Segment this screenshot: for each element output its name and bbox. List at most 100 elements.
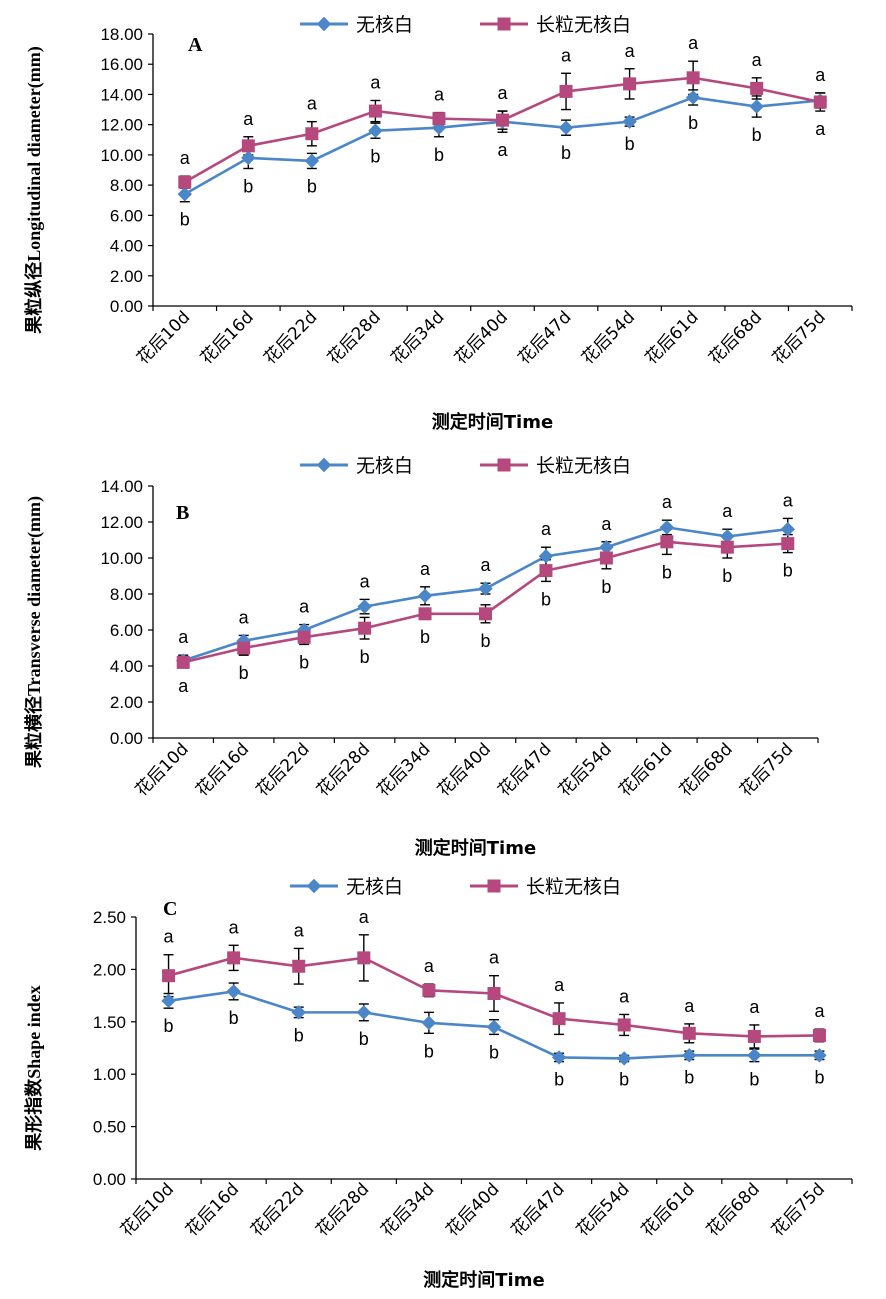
y-tick-label: 0.50 bbox=[93, 1118, 126, 1137]
significance-letter: a bbox=[688, 33, 699, 53]
significance-letter: b bbox=[601, 577, 611, 597]
significance-letter: b bbox=[814, 1068, 824, 1088]
significance-letter: a bbox=[783, 490, 794, 510]
significance-letter: a bbox=[239, 607, 250, 627]
data-point bbox=[538, 548, 554, 564]
legend-entry: 长粒无核白 bbox=[526, 876, 621, 898]
significance-letter: b bbox=[662, 562, 672, 582]
y-tick-label: 10.00 bbox=[100, 146, 143, 165]
y-tick-label: 10.00 bbox=[100, 549, 143, 568]
significance-letter: b bbox=[541, 589, 551, 609]
x-tick-label: 花后40d bbox=[434, 739, 495, 800]
data-point bbox=[176, 655, 190, 669]
legend-marker bbox=[316, 457, 332, 473]
legend-marker bbox=[497, 458, 511, 472]
data-point bbox=[432, 112, 446, 126]
data-point bbox=[178, 175, 192, 189]
y-tick-label: 8.00 bbox=[110, 176, 143, 195]
data-point bbox=[780, 521, 795, 537]
significance-letter: b bbox=[360, 647, 370, 667]
data-point bbox=[623, 77, 637, 91]
significance-letter: b bbox=[554, 1070, 564, 1090]
x-tick-label: 花后16d bbox=[197, 307, 258, 368]
significance-letter: b bbox=[688, 113, 698, 133]
data-point bbox=[496, 113, 509, 127]
significance-letter: b bbox=[370, 146, 380, 166]
panel-label: B bbox=[176, 502, 189, 524]
y-tick-label: 14.00 bbox=[100, 477, 143, 496]
data-point bbox=[177, 186, 192, 202]
significance-letter: b bbox=[424, 1041, 434, 1061]
data-point bbox=[552, 1012, 566, 1026]
data-point bbox=[291, 1005, 306, 1020]
y-tick-label: 1.00 bbox=[93, 1065, 126, 1084]
y-axis-title: 果粒横径Transverse diameter(mm) bbox=[23, 496, 45, 769]
data-point bbox=[304, 153, 320, 169]
data-point bbox=[297, 630, 311, 644]
panel-label: C bbox=[163, 898, 177, 920]
data-point bbox=[368, 104, 382, 118]
x-tick-label: 花后68d bbox=[676, 739, 737, 800]
y-tick-label: 16.00 bbox=[100, 55, 143, 74]
data-point bbox=[599, 551, 613, 565]
y-tick-label: 18.00 bbox=[100, 25, 143, 44]
significance-letter: a bbox=[294, 920, 305, 940]
data-point bbox=[781, 537, 795, 551]
x-tick-label: 花后68d bbox=[705, 307, 766, 368]
significance-letter: a bbox=[752, 50, 763, 70]
significance-letter: a bbox=[749, 997, 760, 1017]
data-point bbox=[685, 90, 701, 105]
data-point bbox=[237, 641, 251, 655]
y-tick-label: 0.00 bbox=[110, 729, 143, 748]
data-point bbox=[357, 951, 371, 965]
significance-letter: b bbox=[752, 125, 762, 145]
x-tick-label: 花后10d bbox=[117, 1179, 178, 1240]
x-tick-label: 花后22d bbox=[260, 307, 321, 368]
chart-panel-A: 0.00 2.00 4.00 6.00 8.00 10.00 12.00 14.00 16.00… bbox=[23, 14, 853, 433]
y-tick-label: 2.00 bbox=[110, 267, 143, 286]
data-point bbox=[750, 81, 764, 95]
x-tick-label: 花后75d bbox=[736, 739, 797, 800]
x-tick-label: 花后75d bbox=[768, 1179, 829, 1240]
x-tick-label: 花后28d bbox=[312, 1179, 373, 1240]
x-tick-label: 花后22d bbox=[247, 1179, 308, 1240]
y-tick-label: 4.00 bbox=[110, 237, 143, 256]
x-tick-label: 花后16d bbox=[192, 739, 253, 800]
significance-letter: b bbox=[243, 176, 253, 196]
significance-letter: a bbox=[229, 917, 240, 937]
data-point bbox=[241, 150, 256, 166]
data-point bbox=[421, 1015, 437, 1031]
significance-letter: b bbox=[625, 134, 635, 154]
significance-letter: a bbox=[814, 1001, 825, 1021]
legend-entry: 长粒无核白 bbox=[536, 14, 631, 36]
data-point bbox=[418, 607, 432, 621]
significance-letter: a bbox=[815, 119, 826, 139]
data-point bbox=[558, 120, 574, 135]
y-tick-label: 14.00 bbox=[100, 85, 143, 104]
data-point bbox=[622, 114, 637, 129]
legend-marker bbox=[316, 16, 332, 32]
x-tick-label: 花后28d bbox=[324, 307, 385, 368]
significance-letter: a bbox=[420, 559, 431, 579]
data-point bbox=[417, 588, 433, 604]
x-tick-label: 花后16d bbox=[182, 1179, 243, 1240]
x-tick-label: 花后34d bbox=[373, 739, 434, 800]
data-point bbox=[162, 969, 176, 983]
data-point bbox=[720, 540, 734, 554]
y-tick-label: 12.00 bbox=[100, 116, 143, 135]
y-axis-title: 果粒纵径Longitudinal diameter(mm) bbox=[23, 46, 45, 335]
data-point bbox=[292, 959, 306, 973]
x-tick-label: 花后61d bbox=[642, 307, 703, 368]
data-point bbox=[660, 535, 674, 549]
x-axis-title: 测定时间Time bbox=[432, 411, 553, 433]
data-point bbox=[539, 564, 553, 578]
significance-letter: b bbox=[434, 145, 444, 165]
x-tick-label: 花后68d bbox=[703, 1179, 764, 1240]
significance-letter: b bbox=[619, 1070, 629, 1090]
y-tick-label: 6.00 bbox=[110, 621, 143, 640]
legend-entry: 无核白 bbox=[356, 455, 413, 477]
y-axis-title: 果形指数Shape index bbox=[23, 985, 44, 1152]
legend-marker bbox=[306, 878, 322, 894]
significance-letter: a bbox=[359, 907, 370, 927]
